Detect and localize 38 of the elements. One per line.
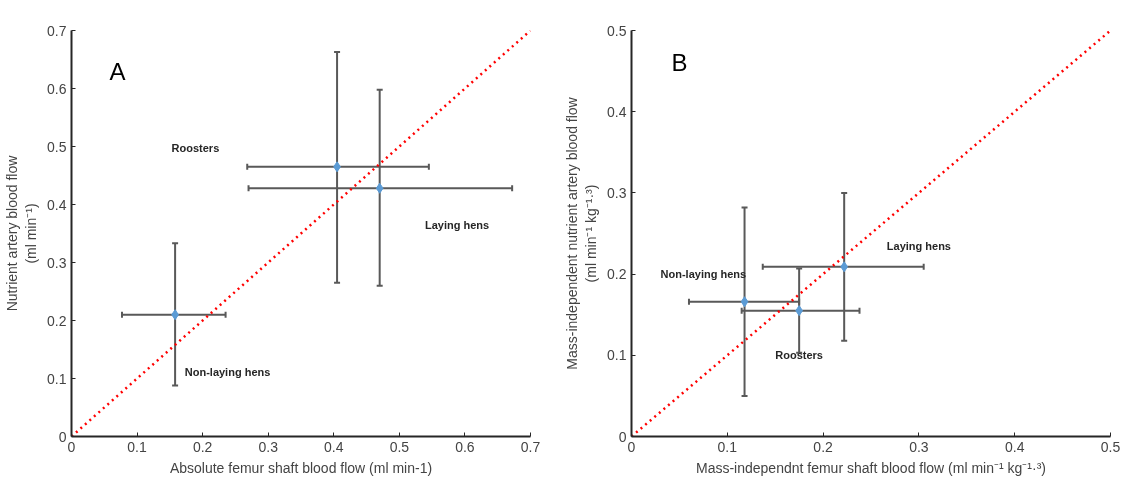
x-tick-label: 0.4	[324, 438, 344, 455]
x-tick-label: 0.7	[520, 438, 541, 455]
x-tick-label: 0.1	[717, 438, 738, 455]
annotation: Roosters	[775, 349, 823, 362]
point	[840, 261, 849, 273]
x-tick-label: 0.1	[127, 438, 148, 455]
x-tick-label: 0.2	[192, 438, 213, 455]
y-tick-label: 0.5	[607, 22, 627, 39]
annotation: B	[671, 49, 688, 77]
y-tick-label: 0.5	[47, 138, 67, 155]
y-tick-label: 0.6	[47, 80, 67, 97]
x-tick-label: 0.5	[1100, 438, 1121, 455]
y-tick-label: 0.1	[47, 370, 67, 387]
x-tick-label: 0.2	[813, 438, 834, 455]
x-tick-label: 0.5	[389, 438, 410, 455]
annotation: Roosters	[171, 142, 220, 155]
annotation: A	[109, 57, 126, 85]
y-tick-label: 0.3	[47, 254, 67, 271]
annotation: Laying hens	[886, 239, 951, 252]
y-tick-label: 0.2	[607, 266, 627, 283]
x-tick-label: 0.4	[1004, 438, 1025, 455]
point	[740, 296, 749, 308]
y-tick-label: 0.4	[47, 196, 67, 213]
x-axis-title: Absolute femur shaft blood flow (ml min-1)	[169, 459, 433, 476]
y-tick-label: 0.1	[607, 347, 627, 364]
y-tick-label: 0.3	[607, 184, 627, 201]
y-axis-title: Mass-independent nutrient artery blood flow (ml min⁻¹ kg⁻¹·³)	[563, 96, 600, 370]
y-tick-label: 0.7	[47, 22, 67, 39]
point	[375, 182, 384, 194]
y-tick-label: 0.2	[47, 312, 67, 329]
annotation: Non-laying hens	[184, 365, 271, 378]
annotation: Laying hens	[424, 219, 490, 232]
x-axis-title: Mass-independnt femur shaft blood flow (ml min⁻¹ kg⁻¹·³)	[696, 459, 1047, 476]
y-axis-title: Nutrient artery blood flow (ml min⁻¹)	[3, 154, 40, 312]
x-tick-label: 0.3	[258, 438, 279, 455]
x-tick-label: 0.3	[909, 438, 929, 455]
y-tick-label: 0.4	[607, 103, 627, 120]
x-tick-label: 0.6	[455, 438, 475, 455]
